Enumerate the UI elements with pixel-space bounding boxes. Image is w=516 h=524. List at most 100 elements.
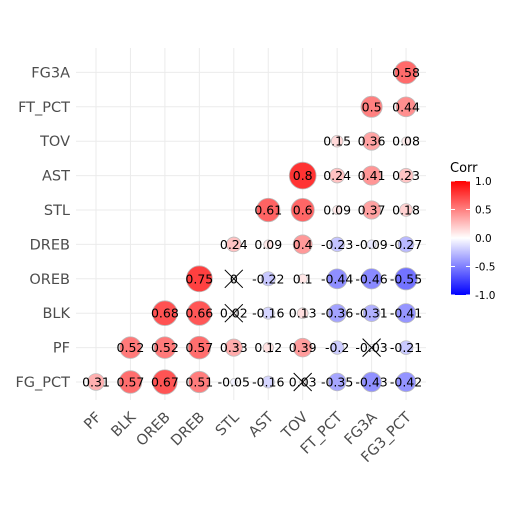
cell-blk-fg3_pct: -0.41 [390, 303, 422, 324]
cell-pf-oreb: 0.52 [151, 336, 179, 359]
corr-circle [260, 271, 276, 287]
x-tick-label: DREB [168, 410, 208, 450]
legend-tick-label: -0.5 [475, 262, 496, 274]
corr-circle [332, 205, 343, 215]
corr-circle [398, 168, 414, 184]
cell-oreb-dreb: 0.75 [185, 265, 213, 293]
corr-label: 0.33 [220, 340, 248, 355]
corr-circle [330, 134, 344, 148]
cell-fg_pct-oreb: 0.67 [151, 369, 179, 395]
cell-fg_pct-stl: -0.05 [218, 375, 250, 390]
corr-circle [395, 96, 417, 118]
y-tick-label: OREB [29, 272, 70, 288]
corr-label: -0.21 [390, 340, 422, 355]
corr-label: 0.6 [293, 203, 313, 218]
cell-fg_pct-blk: 0.57 [117, 370, 145, 394]
cell-oreb-tov: 0.1 [293, 271, 313, 286]
corr-circle [87, 373, 105, 391]
cell-dreb-ast: 0.09 [254, 237, 282, 252]
corr-circle [399, 203, 413, 217]
corr-circle [153, 336, 177, 359]
corr-label: 0.4 [293, 237, 313, 252]
corr-circle [226, 236, 242, 253]
corr-label: -0.55 [390, 271, 422, 286]
y-tick-label: FT_PCT [18, 100, 70, 116]
corr-label: -0.31 [355, 306, 387, 321]
y-tick-label: TOV [39, 134, 70, 150]
corr-circle [362, 200, 382, 220]
cell-pf-ast: 0.12 [254, 340, 282, 355]
corr-circle [366, 239, 377, 250]
corr-label: 0.39 [289, 340, 317, 355]
corr-circle [224, 338, 243, 357]
corr-label: 0.52 [151, 340, 179, 355]
corr-label: 0.68 [151, 306, 179, 321]
cell-ft_pct-fg3_pct: 0.44 [392, 96, 420, 118]
cell-fg_pct-tov: 0.03 [289, 372, 317, 392]
cell-fg_pct-ast: -0.16 [252, 375, 284, 390]
cell-tov-ft_pct: 0.15 [323, 134, 351, 149]
corr-circle [188, 370, 211, 394]
cells: 0.31 0.57 0.67 0.51 -0.05 -0.16 0.03 -0.35 -0.43… [82, 60, 422, 395]
corr-circle [362, 304, 381, 322]
corr-label: 0.1 [293, 271, 313, 286]
cell-stl-fg3a: 0.37 [358, 200, 386, 220]
corr-circle [360, 95, 383, 118]
corr-circle [361, 268, 383, 290]
cell-stl-tov: 0.6 [290, 197, 315, 223]
corr-label: 0.57 [185, 340, 213, 355]
corr-label: 0.18 [392, 203, 420, 218]
cell-stl-fg3_pct: 0.18 [392, 203, 420, 218]
corr-label: 0.24 [220, 237, 248, 252]
cell-oreb-fg3_pct: -0.55 [390, 267, 422, 291]
corr-label: 0.03 [289, 375, 317, 390]
corr-label: -0.05 [218, 375, 250, 390]
corr-label: -0.09 [355, 237, 387, 252]
corr-label: 0 [230, 271, 238, 286]
cell-pf-ft_pct: -0.2 [325, 340, 349, 355]
corr-label: -0.16 [252, 375, 284, 390]
legend-tick-label: 0.5 [475, 205, 492, 217]
corr-label: -0.03 [355, 340, 387, 355]
legend-tick-label: 1.0 [475, 176, 492, 188]
corr-label: 0.12 [254, 340, 282, 355]
cell-fg_pct-dreb: 0.51 [185, 370, 213, 394]
cell-blk-oreb: 0.68 [151, 300, 179, 326]
cell-ast-fg3a: 0.41 [358, 165, 386, 186]
corr-label: 0.57 [117, 375, 145, 390]
x-tick-label: OREB [134, 410, 174, 450]
cell-blk-tov: 0.13 [289, 306, 317, 321]
cell-dreb-stl: 0.24 [220, 236, 248, 253]
corr-label: 0.09 [323, 203, 351, 218]
corr-circle [361, 371, 382, 393]
corr-circle [395, 371, 417, 393]
corr-circle [118, 370, 143, 394]
corr-circle [296, 307, 309, 320]
corr-circle [397, 236, 415, 253]
corr-label: 0.66 [185, 306, 213, 321]
cell-oreb-ft_pct: -0.44 [321, 268, 353, 290]
corr-label: 0.23 [392, 168, 420, 183]
corr-label: -0.43 [355, 375, 387, 390]
corr-circle [401, 136, 411, 146]
corr-label: -0.41 [390, 306, 422, 321]
cell-ast-tov: 0.8 [288, 161, 317, 190]
corr-circle [329, 167, 345, 184]
cell-dreb-ft_pct: -0.23 [321, 236, 353, 252]
y-tick-label: BLK [42, 306, 70, 322]
corr-label: -0.35 [321, 375, 353, 390]
cell-dreb-tov: 0.4 [293, 234, 313, 255]
corr-label: -0.2 [325, 340, 349, 355]
cell-pf-fg3_pct: -0.21 [390, 340, 422, 355]
corr-circle [362, 131, 382, 151]
corr-circle [297, 273, 308, 284]
y-axis-labels: FG_PCT PF BLK OREB DREB STL AST TOV FT_PCT FG3A [15, 65, 70, 391]
corr-circle [288, 161, 317, 190]
corr-label: -0.44 [321, 271, 353, 286]
corr-label: 0.24 [323, 168, 351, 183]
cell-blk-ft_pct: -0.36 [321, 303, 353, 323]
corr-circle [292, 337, 313, 358]
y-tick-label: AST [42, 169, 70, 185]
cell-ft_pct-fg3a: 0.5 [360, 95, 383, 118]
